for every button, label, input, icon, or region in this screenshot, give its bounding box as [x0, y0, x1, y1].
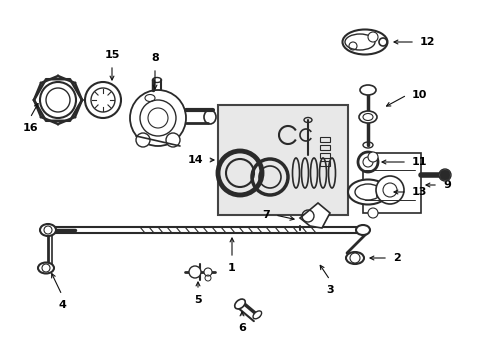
Text: 15: 15: [104, 50, 120, 60]
Circle shape: [362, 153, 374, 165]
Text: 2: 2: [392, 253, 400, 263]
Text: 7: 7: [262, 210, 269, 220]
Text: 3: 3: [325, 285, 333, 295]
Text: 6: 6: [238, 323, 245, 333]
Ellipse shape: [358, 111, 376, 123]
Circle shape: [165, 133, 180, 147]
Bar: [319, 153, 329, 158]
Text: 9: 9: [442, 180, 450, 190]
Circle shape: [203, 268, 212, 276]
Circle shape: [367, 152, 377, 162]
Circle shape: [189, 266, 201, 278]
Text: 10: 10: [411, 90, 427, 100]
Ellipse shape: [38, 262, 54, 274]
Circle shape: [375, 176, 403, 204]
Ellipse shape: [438, 169, 450, 181]
Text: 4: 4: [58, 300, 66, 310]
Bar: [362, 153, 420, 213]
Bar: [319, 137, 329, 142]
Text: 11: 11: [411, 157, 427, 167]
Ellipse shape: [342, 30, 386, 54]
Ellipse shape: [359, 85, 375, 95]
Bar: [218, 105, 347, 215]
Polygon shape: [299, 203, 329, 228]
Bar: [319, 161, 329, 166]
Ellipse shape: [252, 311, 261, 319]
Text: 5: 5: [194, 295, 202, 305]
Text: 12: 12: [419, 37, 435, 47]
Ellipse shape: [234, 299, 245, 309]
Text: 8: 8: [151, 53, 159, 63]
Text: 16: 16: [22, 123, 38, 133]
Circle shape: [130, 90, 185, 146]
Bar: [375, 188, 380, 196]
Ellipse shape: [346, 252, 363, 264]
Ellipse shape: [355, 225, 369, 235]
Circle shape: [136, 133, 150, 147]
Text: 13: 13: [411, 187, 427, 197]
Circle shape: [439, 170, 449, 180]
Circle shape: [367, 208, 377, 218]
Ellipse shape: [40, 224, 56, 236]
Circle shape: [367, 32, 377, 42]
Ellipse shape: [347, 180, 387, 204]
Bar: [319, 145, 329, 150]
Text: 14: 14: [187, 155, 203, 165]
Text: 1: 1: [228, 263, 235, 273]
Circle shape: [357, 152, 377, 172]
